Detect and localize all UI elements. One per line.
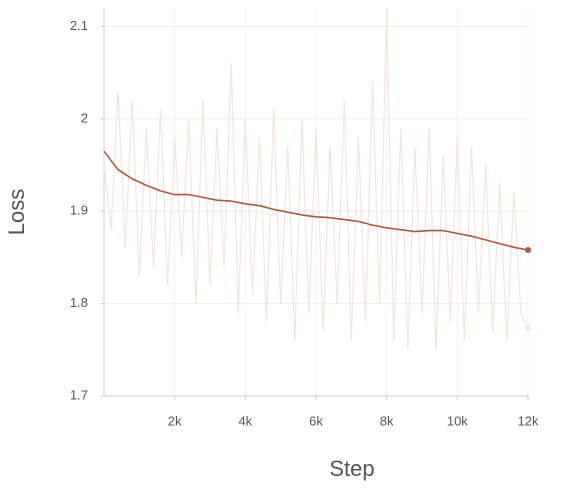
x-tick-label: 12k	[518, 413, 539, 428]
y-tick-label: 2.1	[70, 18, 88, 33]
x-tick-label: 8k	[380, 413, 394, 428]
x-tick-label: 4k	[238, 413, 252, 428]
end-point	[525, 247, 531, 254]
x-axis-title: Step	[329, 456, 374, 481]
x-tick-label: 2k	[168, 413, 182, 428]
y-tick-label: 1.7	[70, 387, 88, 402]
x-tick-label: 10k	[447, 413, 468, 428]
end-point	[525, 325, 531, 332]
x-tick-label: 6k	[309, 413, 323, 428]
series-line	[103, 7, 529, 351]
y-tick-label: 1.9	[70, 203, 88, 218]
series-line	[103, 150, 529, 251]
y-tick-label: 2	[81, 110, 88, 125]
y-tick-label: 1.8	[70, 295, 88, 310]
y-axis-title: Loss	[4, 189, 29, 235]
